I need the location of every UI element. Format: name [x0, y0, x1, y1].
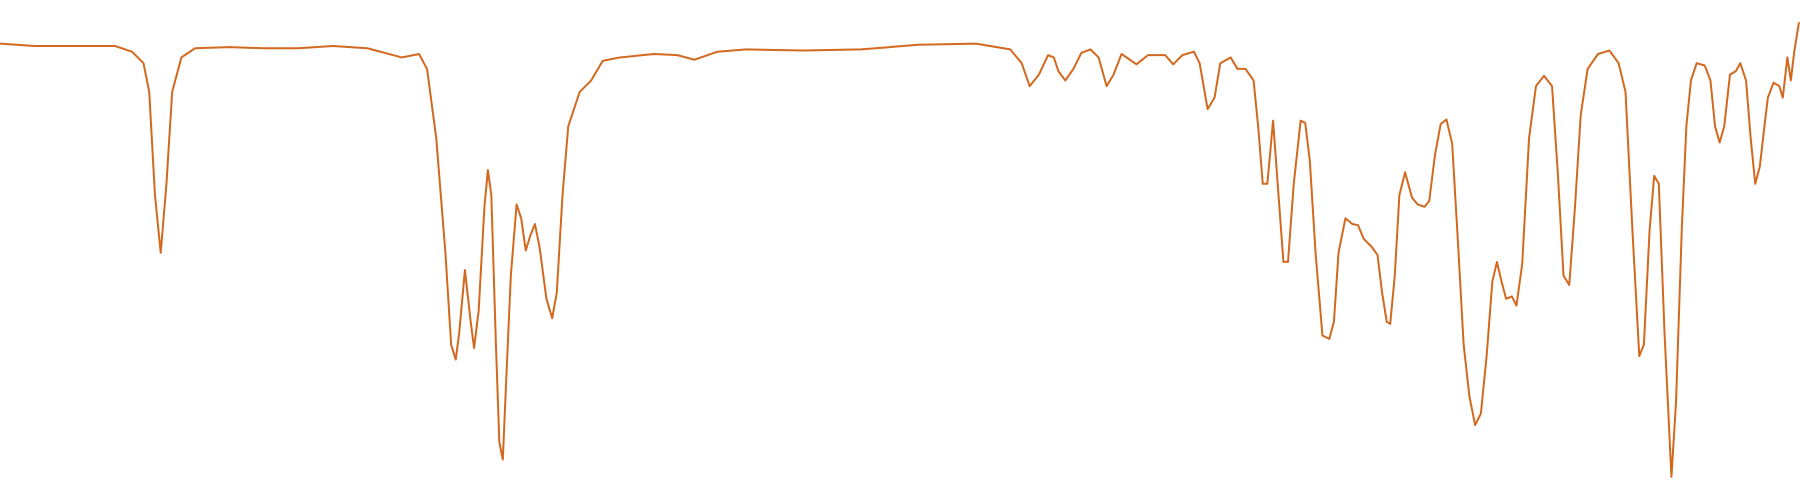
spectrum-line: [0, 21, 1800, 478]
